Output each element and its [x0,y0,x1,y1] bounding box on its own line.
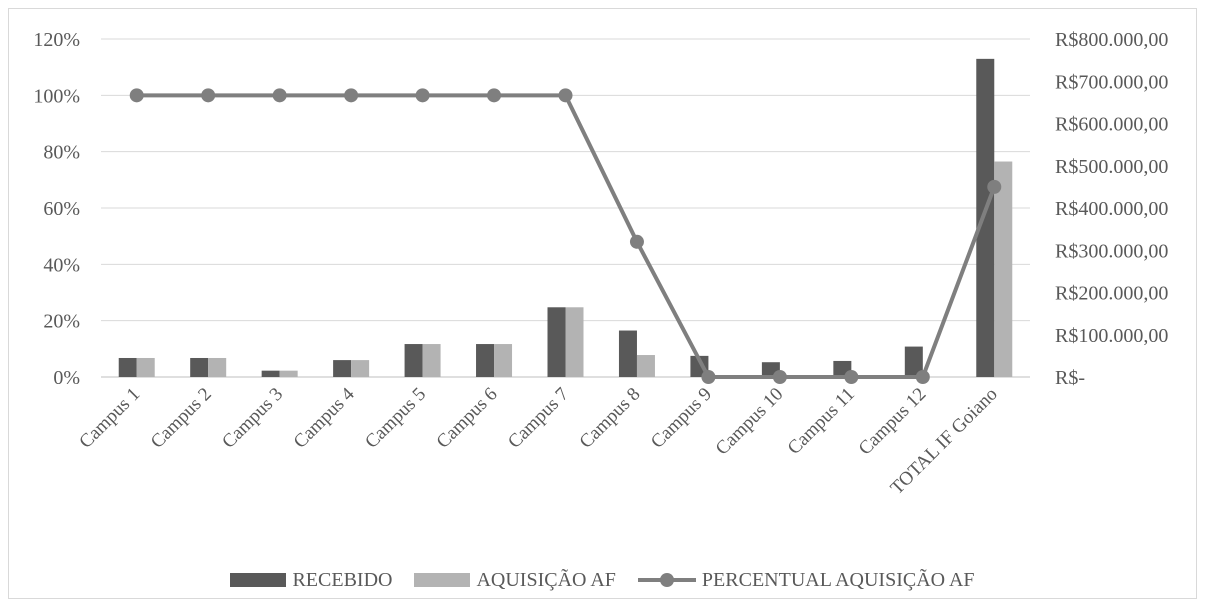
percentual-point [772,370,787,384]
category-label: Campus 5 [361,384,430,453]
category-label: Campus 12 [855,384,931,460]
bar-aquisicao [208,357,227,377]
percentual-point [415,88,430,103]
bar-aquisicao [279,370,298,377]
bar-recebido [618,330,637,377]
bar-recebido [261,370,280,377]
bar-recebido [976,58,995,378]
right-axis-tick-label: R$700.000,00 [1055,71,1168,93]
category-label: Campus 11 [784,384,859,459]
percentual-point [344,88,359,103]
bar-recebido [476,344,495,377]
bar-aquisicao [351,360,370,377]
bar-recebido [904,346,923,377]
legend-label-aquisicao: AQUISIÇÃO AF [476,568,616,591]
legend-swatch-recebido [230,573,287,587]
right-axis-tick-label: R$400.000,00 [1055,198,1168,220]
legend-swatch-aquisicao [414,573,471,587]
category-label: Campus 6 [433,384,502,453]
percentual-point [844,370,859,384]
bar-recebido [118,357,137,377]
left-axis-tick-label: 40% [43,254,80,276]
left-axis-tick-label: 100% [33,85,80,107]
right-axis-tick-label: R$100.000,00 [1055,325,1168,347]
legend-item-recebido: RECEBIDO [230,569,392,592]
percentual-point [272,88,287,103]
right-axis-tick-label: R$200.000,00 [1055,283,1168,305]
bar-aquisicao [422,344,441,377]
bar-aquisicao [565,307,584,377]
bar-recebido [333,360,352,377]
left-axis-tick-label: 20% [43,311,80,333]
left-axis-tick-label: 0% [53,367,80,389]
category-label: Campus 10 [712,384,788,460]
bar-aquisicao [636,355,655,377]
chart-frame [8,8,1197,599]
percentual-point [629,234,644,249]
right-axis-tick-label: R$500.000,00 [1055,156,1168,178]
right-axis-tick-label: R$600.000,00 [1055,114,1168,136]
legend-item-percentual: PERCENTUAL AQUISIÇÃO AF [637,568,975,592]
percentual-point [487,88,502,103]
right-axis-tick-label: R$300.000,00 [1055,240,1168,262]
right-axis-tick-label: R$- [1055,367,1085,389]
left-axis-tick-label: 60% [43,198,80,220]
percentual-point [129,88,144,103]
bar-recebido [547,307,566,377]
legend: RECEBIDO AQUISIÇÃO AF PERCENTUAL AQUISIÇ… [0,565,1205,595]
left-axis-tick-label: 80% [43,142,80,164]
category-label: Campus 2 [147,384,216,453]
percentual-point [558,88,573,103]
percentual-point [201,88,216,103]
bar-aquisicao [994,161,1013,377]
category-label: Campus 9 [647,384,716,453]
legend-item-aquisicao: AQUISIÇÃO AF [414,568,616,592]
bar-recebido [404,344,423,377]
category-label: Campus 3 [218,384,287,453]
category-label: Campus 4 [290,383,359,452]
bar-aquisicao [136,357,155,377]
legend-label-recebido: RECEBIDO [292,568,393,591]
left-axis-tick-label: 120% [33,29,80,51]
bar-aquisicao [494,344,513,377]
percentual-point [987,179,1002,194]
category-label: Campus 8 [576,384,645,453]
legend-swatch-percentual [637,573,696,587]
percentual-point [915,370,930,384]
bar-recebido [190,357,209,377]
legend-label-percentual: PERCENTUAL AQUISIÇÃO AF [701,568,975,591]
category-label: Campus 7 [504,384,573,453]
right-axis-tick-label: R$800.000,00 [1055,29,1168,51]
category-label: Campus 1 [75,384,144,453]
percentual-point [701,370,716,384]
